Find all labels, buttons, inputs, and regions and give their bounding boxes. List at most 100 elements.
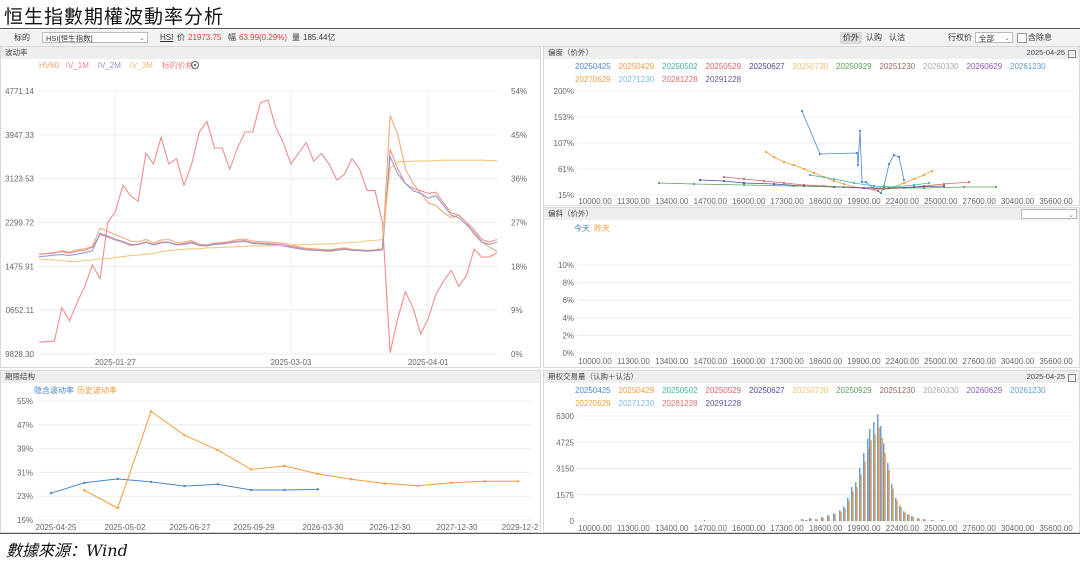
expiry-legend-item: 20260629: [967, 62, 1003, 71]
tab-call[interactable]: 认购: [866, 33, 882, 42]
y-tick-label: 3150: [556, 465, 574, 474]
expiry-legend-item: 20250429: [619, 62, 655, 71]
x-tick-label: 19900.00: [847, 197, 881, 206]
tab-otm[interactable]: 价外: [840, 32, 862, 44]
y-tick-label: 23%: [17, 492, 33, 501]
skew-data-point: [772, 182, 776, 186]
change-label: 幅: [228, 33, 236, 42]
price-label: 价: [177, 33, 185, 42]
volatility-panel: 波动率 HV60 IV_1M IV_2M IV_3M 标的价格 4771.14 54% 394…: [0, 46, 541, 368]
volume-bar: [878, 427, 880, 521]
skew-data-point: [892, 153, 896, 157]
expiry-legend-item: 20250929: [836, 62, 872, 71]
x-tick-label: 2026-12-30: [370, 523, 411, 532]
skew-data-point: [872, 188, 876, 192]
include-expired-checkbox[interactable]: [1017, 33, 1027, 43]
underlying-label: 标的: [14, 33, 30, 42]
strike-select[interactable]: 全部 ⌄: [975, 32, 1013, 43]
volume-bar: [847, 497, 849, 521]
volume-bar: [888, 470, 890, 521]
x-tick-label: 30400.00: [1001, 357, 1035, 366]
y-tick-label-left: 2299.72: [5, 219, 34, 228]
skew-series-line: [765, 151, 933, 191]
volatility-panel-title: 波动率: [5, 48, 28, 57]
skew-data-point: [967, 180, 971, 184]
y-tick-label: 200%: [554, 87, 574, 96]
skew-data-point: [657, 181, 661, 185]
x-tick-label: 2027-12-30: [437, 523, 478, 532]
expiry-legend-item: 20250502: [662, 62, 698, 71]
volume-bar: [810, 518, 812, 521]
expiry-legend-item: 20261230: [1010, 62, 1046, 71]
skew-data-point: [722, 175, 726, 179]
x-tick-label: 10000.00: [578, 357, 612, 366]
skew-data-point: [802, 167, 806, 171]
skew-data-point: [892, 185, 896, 189]
underlying-select[interactable]: HSI[恒生指数] ⌄: [42, 32, 148, 43]
legend-item: 隐含波动率: [34, 385, 74, 395]
gear-icon: [191, 61, 199, 69]
data-point: [283, 488, 286, 492]
data-point: [216, 448, 219, 452]
volume-bar: [859, 467, 861, 521]
x-tick-label: 16000.00: [732, 197, 766, 206]
x-tick-label: 30400.00: [1001, 524, 1035, 533]
volume-bar: [802, 519, 804, 521]
x-tick-label: 35600.00: [1039, 357, 1073, 366]
tab-put[interactable]: 认沽: [889, 33, 905, 42]
strike-label: 行权价: [948, 33, 972, 42]
x-tick-label: 11300.00: [617, 197, 650, 206]
legend-item: IV_1M: [66, 61, 89, 70]
y-tick-label: 0: [570, 517, 575, 526]
volume-panel: 期权交易量（认购＋认沽） 2025-04-25 20250425 20250429…: [543, 370, 1080, 533]
calendar-icon[interactable]: [1068, 374, 1076, 382]
page-title: 恒生指數期權波動率分析: [4, 6, 225, 28]
skew-data-point: [800, 109, 804, 113]
volume-bar: [840, 511, 842, 521]
underlying-code[interactable]: HSI: [160, 33, 174, 42]
data-point: [49, 492, 53, 495]
volume-bar: [815, 519, 817, 521]
expiry-legend-item: 20281228: [662, 75, 698, 84]
volume-bar: [923, 519, 925, 521]
skew-data-point: [872, 184, 876, 188]
skew-data-point: [792, 184, 796, 188]
title-divider: [0, 28, 1080, 29]
x-tick-label: 27600.00: [962, 197, 996, 206]
volume-bar: [852, 491, 854, 521]
skew-data-point: [897, 155, 901, 159]
skewness-panel-title: 偏斜（价外）: [548, 209, 593, 218]
expiry-legend-item: 20281228: [662, 399, 698, 408]
volume-chart: 20250425 20250429 20250502 20250529 20250627…: [556, 386, 1074, 533]
y-tick-label-left: 3123.53: [5, 175, 34, 184]
x-tick-label: 22400.00: [886, 197, 920, 206]
skew-data-point: [842, 182, 846, 186]
y-tick-label: 10%: [558, 261, 574, 270]
x-tick-label: 27600.00: [962, 524, 996, 533]
x-tick-label: 16000.00: [732, 357, 766, 366]
volume-bar: [816, 519, 818, 521]
x-tick-label: 25000.00: [924, 197, 958, 206]
volume-bar: [883, 443, 885, 521]
skew-data-point: [812, 171, 816, 175]
volume-bar: [851, 487, 853, 521]
skewness-select[interactable]: ⌄: [1021, 209, 1077, 219]
volume-bar: [908, 515, 910, 521]
x-tick-label: 19900.00: [847, 357, 881, 366]
volume-date[interactable]: 2025-04-25: [1026, 372, 1065, 381]
change-value: 63.99(0.29%): [239, 33, 288, 42]
volume-bar: [918, 518, 920, 521]
expiry-legend-item: 20270629: [575, 399, 611, 408]
skew-data-point: [782, 181, 786, 185]
volume-bar: [924, 519, 926, 521]
volume-panel-header: 期权交易量（认购＋认沽） 2025-04-25: [544, 371, 1079, 383]
chevron-down-icon: ⌄: [139, 35, 145, 42]
volume-bar: [917, 518, 919, 521]
skew-data-point: [782, 160, 786, 164]
calendar-icon[interactable]: [1068, 50, 1076, 58]
data-point: [249, 488, 253, 492]
expiry-legend-item: 20250425: [575, 62, 611, 71]
data-point: [116, 506, 119, 510]
legend-item: IV_3M: [130, 61, 153, 70]
skew-date[interactable]: 2025-04-25: [1026, 48, 1065, 57]
